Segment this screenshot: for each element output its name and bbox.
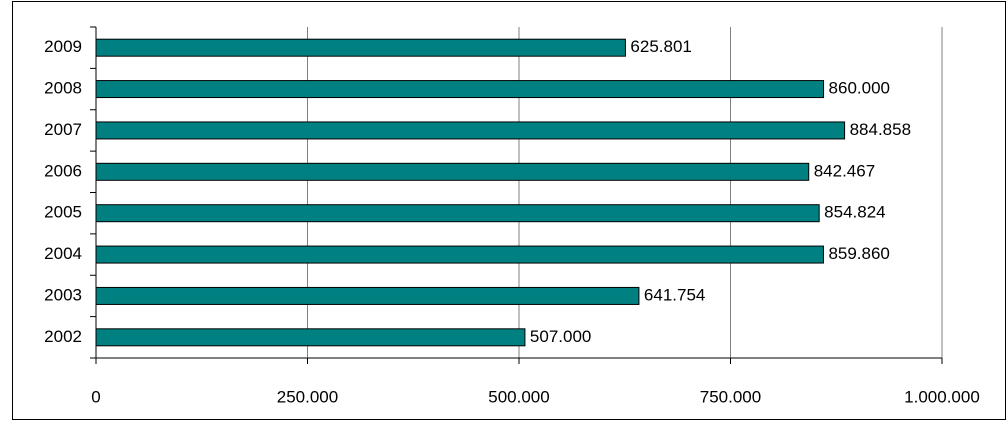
- value-label: 860.000: [829, 79, 890, 98]
- y-tick-label: 2007: [44, 120, 82, 139]
- value-label: 507.000: [530, 327, 591, 346]
- bar: [95, 204, 820, 223]
- value-label: 859.860: [828, 244, 889, 263]
- value-label: 854.824: [824, 203, 885, 222]
- value-label: 842.467: [814, 161, 875, 180]
- y-tick-label: 2008: [44, 79, 82, 98]
- x-tick-label: 750.000: [700, 387, 761, 406]
- bar: [95, 328, 526, 347]
- x-tick-label: 250.000: [277, 387, 338, 406]
- y-tick-label: 2002: [44, 327, 82, 346]
- bar: [95, 80, 825, 99]
- y-tick-label: 2004: [44, 244, 82, 263]
- y-tick-label: 2006: [44, 161, 82, 180]
- value-label: 641.754: [644, 285, 705, 304]
- y-tick-label: 2009: [44, 37, 82, 56]
- chart-frame: [12, 1, 1006, 420]
- x-tick-label: 1.000.000: [904, 387, 980, 406]
- bar: [95, 162, 810, 181]
- x-tick-label: 0: [91, 387, 100, 406]
- y-tick-label: 2003: [44, 285, 82, 304]
- value-label: 884.858: [850, 120, 911, 139]
- bar: [95, 286, 640, 305]
- value-label: 625.801: [630, 37, 691, 56]
- y-tick-label: 2005: [44, 203, 82, 222]
- bar: [95, 245, 824, 264]
- x-tick-label: 500.000: [488, 387, 549, 406]
- bar: [95, 38, 626, 57]
- bar: [95, 121, 846, 140]
